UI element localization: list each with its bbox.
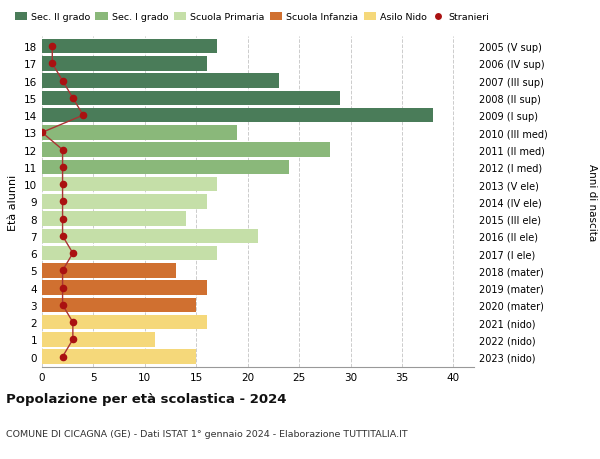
Point xyxy=(58,284,67,292)
Point xyxy=(68,319,77,326)
Bar xyxy=(42,109,433,123)
Point xyxy=(58,215,67,223)
Bar xyxy=(42,246,217,261)
Bar xyxy=(42,74,278,89)
Bar xyxy=(42,40,217,54)
Bar xyxy=(42,195,206,209)
Bar xyxy=(42,160,289,175)
Text: Popolazione per età scolastica - 2024: Popolazione per età scolastica - 2024 xyxy=(6,392,287,405)
Text: COMUNE DI CICAGNA (GE) - Dati ISTAT 1° gennaio 2024 - Elaborazione TUTTITALIA.IT: COMUNE DI CICAGNA (GE) - Dati ISTAT 1° g… xyxy=(6,429,407,438)
Point xyxy=(47,61,57,68)
Point xyxy=(58,164,67,171)
Legend: Sec. II grado, Sec. I grado, Scuola Primaria, Scuola Infanzia, Asilo Nido, Stran: Sec. II grado, Sec. I grado, Scuola Prim… xyxy=(11,9,493,26)
Point xyxy=(68,250,77,257)
Bar xyxy=(42,143,330,157)
Point xyxy=(68,95,77,102)
Bar xyxy=(42,298,196,313)
Bar xyxy=(42,57,206,72)
Bar xyxy=(42,126,238,140)
Point xyxy=(58,353,67,361)
Y-axis label: Età alunni: Età alunni xyxy=(8,174,19,230)
Point xyxy=(58,233,67,240)
Point xyxy=(37,129,47,137)
Point xyxy=(58,181,67,188)
Bar xyxy=(42,263,176,278)
Point xyxy=(79,112,88,120)
Bar xyxy=(42,212,186,226)
Point xyxy=(58,198,67,206)
Bar xyxy=(42,178,217,192)
Point xyxy=(47,44,57,51)
Bar xyxy=(42,281,206,295)
Bar xyxy=(42,91,340,106)
Bar xyxy=(42,350,196,364)
Point xyxy=(58,267,67,274)
Bar xyxy=(42,332,155,347)
Bar xyxy=(42,315,206,330)
Bar xyxy=(42,229,258,244)
Point xyxy=(58,302,67,309)
Point xyxy=(58,78,67,85)
Point xyxy=(58,147,67,154)
Point xyxy=(68,336,77,343)
Text: Anni di nascita: Anni di nascita xyxy=(587,163,597,241)
